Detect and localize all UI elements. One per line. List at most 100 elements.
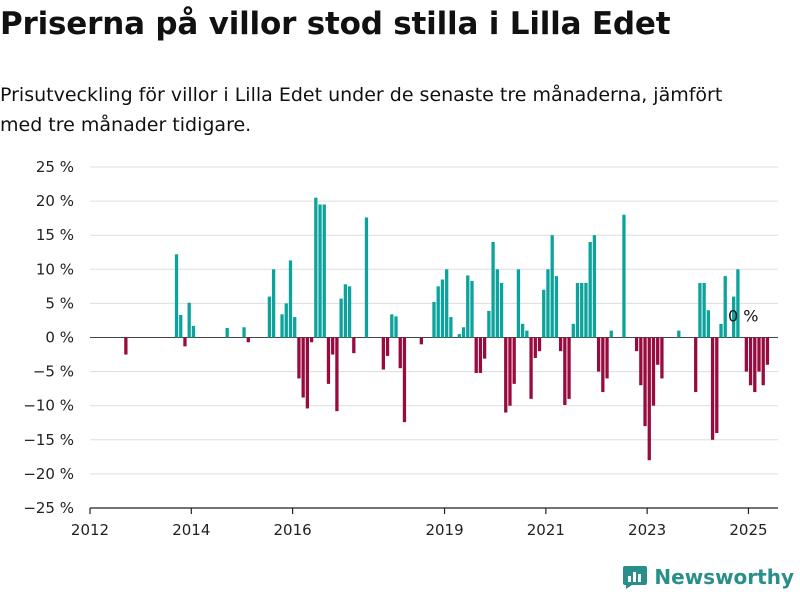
bar xyxy=(339,298,343,338)
bar xyxy=(499,282,504,338)
x-tick-label: 2025 xyxy=(729,521,767,539)
bar xyxy=(284,303,288,338)
y-tick-label: −15 % xyxy=(23,431,74,449)
bar xyxy=(710,337,715,440)
bar xyxy=(271,269,276,338)
bar xyxy=(753,337,757,393)
bar xyxy=(322,204,326,338)
bar xyxy=(508,337,512,406)
bar xyxy=(643,337,647,427)
bar xyxy=(732,296,736,338)
bar xyxy=(179,314,183,338)
bar xyxy=(449,317,453,338)
bar xyxy=(558,337,563,352)
bar xyxy=(651,337,656,406)
bar xyxy=(571,323,575,338)
y-tick-label: 15 % xyxy=(36,226,74,244)
bar xyxy=(225,327,229,338)
bar xyxy=(529,337,533,399)
y-tick-label: −25 % xyxy=(23,499,74,517)
bar xyxy=(487,310,491,338)
bar xyxy=(765,337,770,365)
bar xyxy=(305,337,310,409)
bar xyxy=(596,337,601,372)
bar xyxy=(550,235,554,338)
brand-name: Newsworthy xyxy=(654,565,794,589)
bar xyxy=(719,323,723,338)
y-tick-label: 10 % xyxy=(36,260,74,278)
x-tick-label: 2019 xyxy=(425,521,463,539)
bar xyxy=(694,337,698,393)
bars xyxy=(124,197,770,461)
bar xyxy=(491,242,495,338)
bar xyxy=(457,334,461,338)
page-title: Priserna på villor stod stilla i Lilla E… xyxy=(0,6,671,42)
bar xyxy=(588,242,592,338)
bar xyxy=(546,269,550,338)
x-tick-label: 2023 xyxy=(628,521,666,539)
bar xyxy=(187,302,191,338)
bar xyxy=(533,337,537,358)
x-tick-label: 2021 xyxy=(527,521,565,539)
bar xyxy=(474,337,478,373)
bar xyxy=(609,330,613,338)
bar xyxy=(483,337,487,359)
bar xyxy=(191,325,196,338)
y-tick-label: 5 % xyxy=(45,294,74,312)
annotation-label: 0 % xyxy=(728,307,758,326)
bar xyxy=(520,323,525,338)
bar xyxy=(744,337,748,372)
bar xyxy=(343,284,348,338)
bar xyxy=(381,337,385,370)
bar xyxy=(563,337,567,406)
bar xyxy=(580,282,584,338)
bar xyxy=(466,275,470,338)
bar xyxy=(461,327,466,338)
bar xyxy=(748,337,753,386)
bar xyxy=(445,269,449,338)
y-tick-label: 20 % xyxy=(36,192,74,210)
bar xyxy=(432,302,436,338)
bar xyxy=(715,337,719,433)
bar xyxy=(660,337,664,379)
bar xyxy=(736,269,740,338)
bar xyxy=(318,204,322,338)
bar xyxy=(390,314,394,338)
bar xyxy=(385,337,390,356)
bar xyxy=(440,279,445,338)
bar xyxy=(246,337,250,343)
y-tick-label: −10 % xyxy=(23,397,74,415)
bar xyxy=(723,276,727,338)
bar xyxy=(698,282,702,338)
bar xyxy=(516,269,521,338)
bar xyxy=(326,337,331,384)
bar xyxy=(288,260,293,338)
bar xyxy=(394,316,398,338)
brand-logo: Newsworthy xyxy=(622,564,794,590)
bar xyxy=(639,337,643,386)
bar xyxy=(567,337,571,399)
bar xyxy=(331,337,335,355)
bar xyxy=(301,337,305,398)
bar xyxy=(470,280,474,338)
page-subtitle: Prisutveckling för villor i Lilla Edet u… xyxy=(0,84,723,136)
bar xyxy=(124,337,128,355)
bar xyxy=(592,235,597,338)
bar xyxy=(293,317,297,338)
bar-chart: 25 % 20 % 15 % 10 % 5 % 0 % −5 % −10 % −15 % −20 … xyxy=(23,158,778,539)
bar xyxy=(584,282,588,338)
bar xyxy=(347,286,352,338)
newsworthy-logo-icon xyxy=(623,566,648,589)
bar xyxy=(525,330,529,338)
x-tick-label: 2014 xyxy=(172,521,210,539)
bar xyxy=(634,337,639,352)
x-tick-label: 2012 xyxy=(71,521,109,539)
bar xyxy=(757,337,761,372)
bar xyxy=(398,337,402,369)
bar xyxy=(702,282,706,338)
bar xyxy=(242,327,246,338)
bar xyxy=(478,337,483,373)
y-tick-label: 25 % xyxy=(36,158,74,176)
y-axis-ticks: 25 % 20 % 15 % 10 % 5 % 0 % −5 % −10 % −15 % −20 … xyxy=(23,158,74,517)
bar xyxy=(504,337,508,413)
